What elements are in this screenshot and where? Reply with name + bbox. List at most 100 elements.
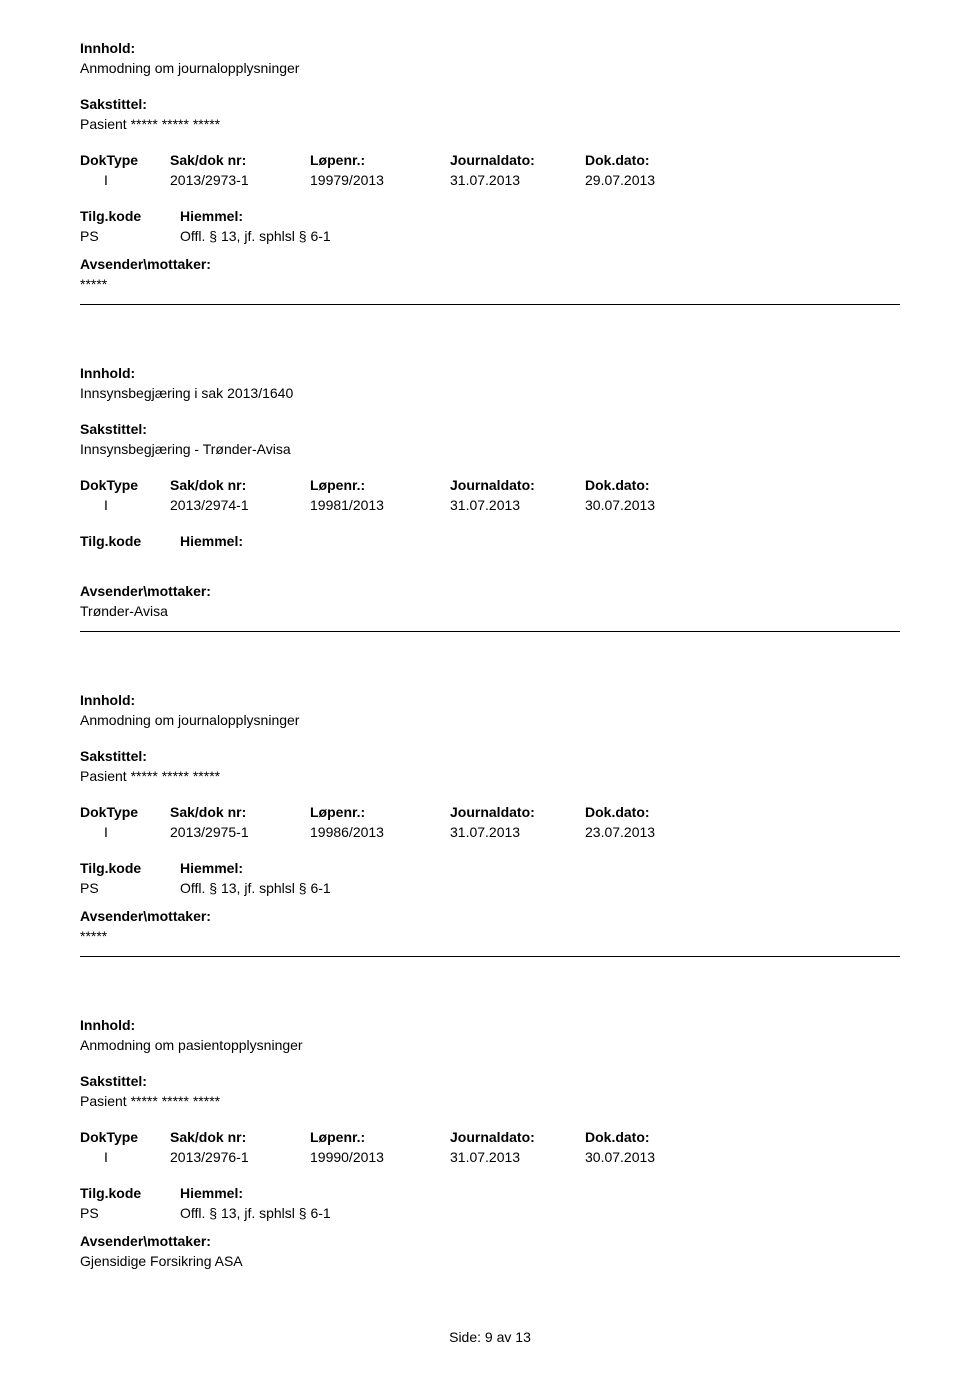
dokdato-value: 29.07.2013: [585, 172, 705, 188]
sakdok-value: 2013/2975-1: [170, 824, 310, 840]
journaldato-value: 31.07.2013: [450, 1149, 585, 1165]
journaldato-value: 31.07.2013: [450, 497, 585, 513]
sakdok-value: 2013/2976-1: [170, 1149, 310, 1165]
hiemmel-header-row: Tilg.kode Hiemmel:: [80, 1185, 900, 1201]
avsender-value: *****: [80, 928, 900, 944]
avsender-value: Gjensidige Forsikring ASA: [80, 1253, 900, 1269]
avsender-value: *****: [80, 276, 900, 292]
avsender-label: Avsender\mottaker:: [80, 583, 900, 599]
journaldato-header: Journaldato:: [450, 804, 585, 820]
sakdok-value: 2013/2974-1: [170, 497, 310, 513]
lopenr-value: 19990/2013: [310, 1149, 450, 1165]
dokdato-header: Dok.dato:: [585, 1129, 705, 1145]
lopenr-header: Løpenr.:: [310, 804, 450, 820]
doktype-header: DokType: [80, 1129, 170, 1145]
row-headers: DokType Sak/dok nr: Løpenr.: Journaldato…: [80, 1129, 900, 1145]
row-values: I 2013/2973-1 19979/2013 31.07.2013 29.0…: [80, 172, 900, 188]
hiemmel-value-row: PS Offl. § 13, jf. sphlsl § 6-1: [80, 880, 900, 896]
hiemmel-value-row: [80, 553, 900, 571]
row-headers: DokType Sak/dok nr: Løpenr.: Journaldato…: [80, 152, 900, 168]
journal-entry: Innhold: Anmodning om journalopplysninge…: [80, 692, 900, 957]
innhold-label: Innhold:: [80, 1017, 900, 1033]
journaldato-header: Journaldato:: [450, 1129, 585, 1145]
doktype-value: I: [80, 497, 170, 513]
avsender-label: Avsender\mottaker:: [80, 908, 900, 924]
innhold-value: Anmodning om journalopplysninger: [80, 712, 900, 728]
sakstittel-value: Pasient ***** ***** *****: [80, 1093, 900, 1109]
doktype-header: DokType: [80, 152, 170, 168]
journal-entry: Innhold: Anmodning om pasientopplysninge…: [80, 1017, 900, 1269]
lopenr-value: 19981/2013: [310, 497, 450, 513]
doktype-value: I: [80, 1149, 170, 1165]
innhold-label: Innhold:: [80, 365, 900, 381]
sakstittel-value: Pasient ***** ***** *****: [80, 768, 900, 784]
journaldato-value: 31.07.2013: [450, 824, 585, 840]
tilgkode-header: Tilg.kode: [80, 860, 180, 876]
row-headers: DokType Sak/dok nr: Løpenr.: Journaldato…: [80, 477, 900, 493]
divider: [80, 631, 900, 632]
hiemmel-header-row: Tilg.kode Hiemmel:: [80, 533, 900, 549]
row-values: I 2013/2974-1 19981/2013 31.07.2013 30.0…: [80, 497, 900, 513]
hiemmel-header: Hiemmel:: [180, 533, 243, 549]
ps-value: PS: [80, 880, 180, 896]
sakdok-header: Sak/dok nr:: [170, 152, 310, 168]
hiemmel-value-row: PS Offl. § 13, jf. sphlsl § 6-1: [80, 1205, 900, 1221]
row-values: I 2013/2975-1 19986/2013 31.07.2013 23.0…: [80, 824, 900, 840]
dokdato-value: 30.07.2013: [585, 497, 705, 513]
hiemmel-header-row: Tilg.kode Hiemmel:: [80, 860, 900, 876]
doktype-header: DokType: [80, 477, 170, 493]
dokdato-header: Dok.dato:: [585, 477, 705, 493]
footer-prefix: Side:: [449, 1329, 481, 1345]
lopenr-header: Løpenr.:: [310, 1129, 450, 1145]
row-headers: DokType Sak/dok nr: Løpenr.: Journaldato…: [80, 804, 900, 820]
row-values: I 2013/2976-1 19990/2013 31.07.2013 30.0…: [80, 1149, 900, 1165]
sakstittel-label: Sakstittel:: [80, 1073, 900, 1089]
lopenr-header: Løpenr.:: [310, 477, 450, 493]
innhold-value: Anmodning om journalopplysninger: [80, 60, 900, 76]
dokdato-value: 23.07.2013: [585, 824, 705, 840]
sakstittel-value: Innsynsbegjæring - Trønder-Avisa: [80, 441, 900, 457]
ps-value: PS: [80, 1205, 180, 1221]
dokdato-header: Dok.dato:: [585, 152, 705, 168]
lopenr-value: 19979/2013: [310, 172, 450, 188]
sakstittel-label: Sakstittel:: [80, 421, 900, 437]
journal-entry: Innhold: Anmodning om journalopplysninge…: [80, 40, 900, 305]
journaldato-value: 31.07.2013: [450, 172, 585, 188]
dokdato-value: 30.07.2013: [585, 1149, 705, 1165]
lopenr-value: 19986/2013: [310, 824, 450, 840]
lopenr-header: Løpenr.:: [310, 152, 450, 168]
innhold-value: Innsynsbegjæring i sak 2013/1640: [80, 385, 900, 401]
journaldato-header: Journaldato:: [450, 152, 585, 168]
hiemmel-header-row: Tilg.kode Hiemmel:: [80, 208, 900, 224]
tilgkode-header: Tilg.kode: [80, 1185, 180, 1201]
sakstittel-label: Sakstittel:: [80, 748, 900, 764]
hiemmel-value-row: PS Offl. § 13, jf. sphlsl § 6-1: [80, 228, 900, 244]
divider: [80, 956, 900, 957]
sakdok-header: Sak/dok nr:: [170, 804, 310, 820]
hiemmel-value: Offl. § 13, jf. sphlsl § 6-1: [180, 880, 331, 896]
hiemmel-header: Hiemmel:: [180, 1185, 243, 1201]
footer-total: 13: [515, 1329, 531, 1345]
hiemmel-value: Offl. § 13, jf. sphlsl § 6-1: [180, 1205, 331, 1221]
dokdato-header: Dok.dato:: [585, 804, 705, 820]
sakstittel-value: Pasient ***** ***** *****: [80, 116, 900, 132]
innhold-label: Innhold:: [80, 40, 900, 56]
hiemmel-header: Hiemmel:: [180, 860, 243, 876]
avsender-value: Trønder-Avisa: [80, 603, 900, 619]
document-page: Innhold: Anmodning om journalopplysninge…: [0, 0, 960, 1385]
tilgkode-header: Tilg.kode: [80, 208, 180, 224]
tilgkode-header: Tilg.kode: [80, 533, 180, 549]
avsender-label: Avsender\mottaker:: [80, 256, 900, 272]
footer-of: av: [497, 1329, 512, 1345]
journaldato-header: Journaldato:: [450, 477, 585, 493]
innhold-label: Innhold:: [80, 692, 900, 708]
hiemmel-header: Hiemmel:: [180, 208, 243, 224]
footer-page: 9: [485, 1329, 493, 1345]
hiemmel-value: Offl. § 13, jf. sphlsl § 6-1: [180, 228, 331, 244]
sakdok-header: Sak/dok nr:: [170, 1129, 310, 1145]
doktype-value: I: [80, 824, 170, 840]
sakdok-value: 2013/2973-1: [170, 172, 310, 188]
avsender-label: Avsender\mottaker:: [80, 1233, 900, 1249]
innhold-value: Anmodning om pasientopplysninger: [80, 1037, 900, 1053]
page-footer: Side: 9 av 13: [80, 1329, 900, 1345]
